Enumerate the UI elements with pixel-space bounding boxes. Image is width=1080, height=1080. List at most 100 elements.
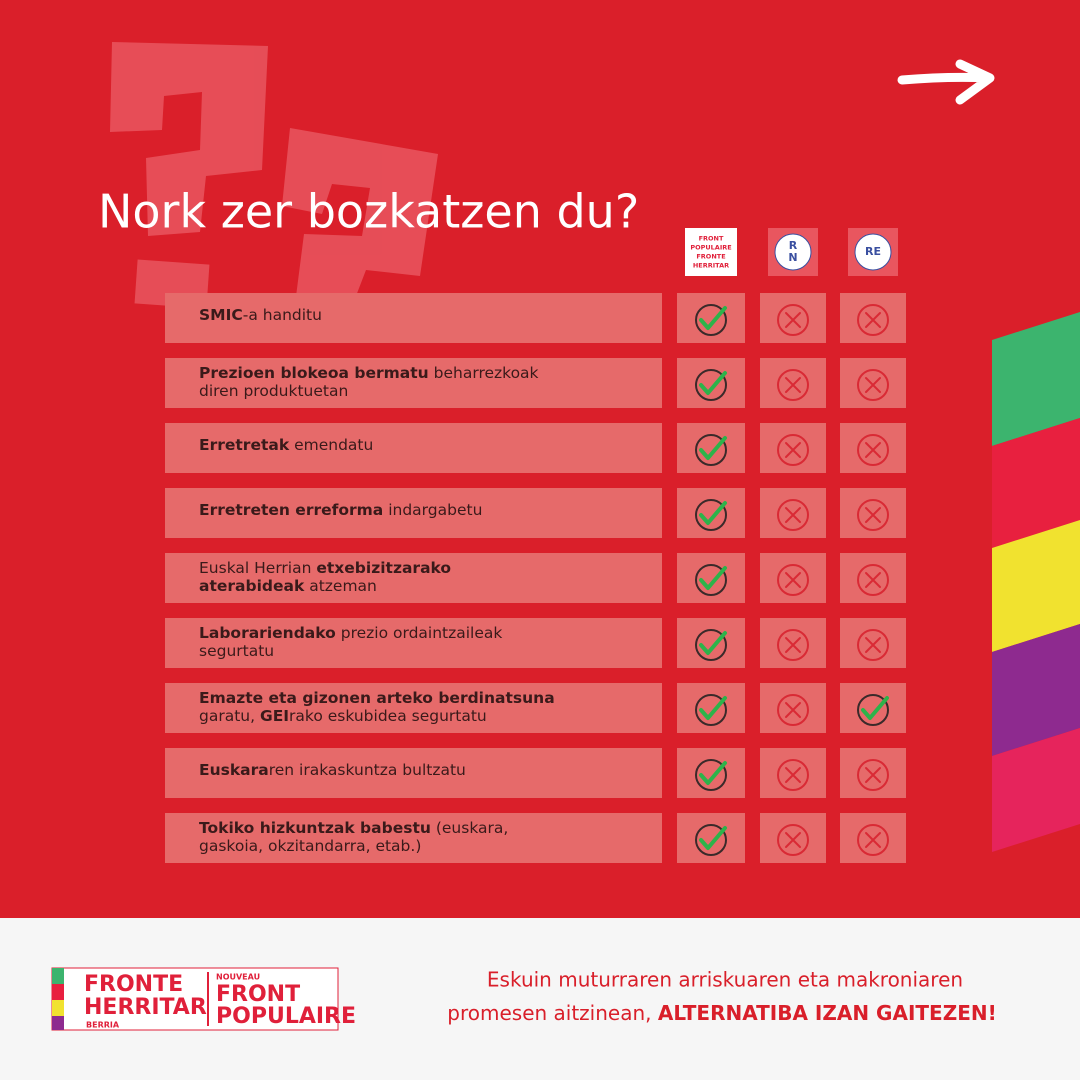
check-mark [699,501,727,525]
next-arrow[interactable] [897,59,995,105]
row-text-segment: Euskara [199,761,269,779]
row-text-segment: Tokiko hizkuntzak babestu [199,819,431,837]
row-text-segment: Erretretak [199,436,290,454]
row-text: Emazte eta gizonen arteko berdinatsuna [199,689,555,707]
cross-mark [785,507,801,523]
check-mark [861,696,889,720]
cross-mark [785,832,801,848]
check-icon [695,434,727,466]
cross-mark [785,702,801,718]
party-name: HERRITAR [693,262,729,270]
party-name: RE [865,245,881,258]
check-icon [695,304,727,336]
row-text-segment: atzeman [304,577,377,595]
cross-ring [777,499,809,531]
row-text-segment: diren produktuetan [199,382,348,400]
row-box [165,553,662,603]
row-box [165,293,662,343]
tagline: promesen aitzinean, [447,1001,658,1025]
cross-mark [865,312,881,328]
row-text-segment: Emazte eta gizonen arteko berdinatsuna [199,689,555,707]
row-text: SMIC-a handitu [199,306,322,324]
row-box [165,618,662,668]
cross-mark [865,637,881,653]
cross-icon [857,434,889,466]
check-mark [699,696,727,720]
row-text-segment: etxebizitzarako [316,559,451,577]
check-mark [699,631,727,655]
cross-icon [777,304,809,336]
row-text: gaskoia, okzitandarra, etab.) [199,837,421,855]
check-ring [695,629,727,661]
party-name: FRONTE [696,253,725,261]
check-mark [699,566,727,590]
cross-mark [785,377,801,393]
cross-ring [857,824,889,856]
row-text: Prezioen blokeoa bermatu beharrezkoak [199,364,539,382]
check-icon [857,694,889,726]
row-box [165,748,662,798]
party-logo [685,228,737,276]
cross-ring [857,629,889,661]
row-text-segment: (euskara, [431,819,508,837]
cross-mark [865,832,881,848]
row-text: Tokiko hizkuntzak babestu (euskara, [199,819,508,837]
row-box [165,488,662,538]
cross-icon [777,369,809,401]
row-text: Erretreten erreforma indargabetu [199,501,482,519]
party-logo-ring [774,233,812,271]
row-text: Erretretak emendatu [199,436,373,454]
cross-icon [857,304,889,336]
logo-text: POPULAIRE [216,1004,356,1029]
row-text-segment: Euskal Herrian [199,559,316,577]
row-text-segment: indargabetu [383,501,482,519]
cross-icon [857,824,889,856]
cross-mark [865,767,881,783]
cross-mark [865,572,881,588]
cross-mark [785,442,801,458]
cross-icon [857,759,889,791]
row-text: diren produktuetan [199,382,348,400]
cross-icon [857,564,889,596]
cross-ring [777,824,809,856]
row-text-segment: prezio ordaintzaileak [336,624,503,642]
check-icon [695,369,727,401]
cross-ring [857,499,889,531]
check-ring [695,499,727,531]
cross-mark [865,442,881,458]
flag-stripes [992,312,1080,852]
check-icon [695,694,727,726]
cross-ring [857,564,889,596]
tagline: promesen aitzinean, ALTERNATIBA IZAN GAI… [447,1001,996,1025]
check-mark [699,761,727,785]
row-text: aterabideak atzeman [199,577,377,595]
party-name: FRONT [699,235,724,243]
row-text: Euskal Herrian etxebizitzarako [199,559,451,577]
cross-icon [857,629,889,661]
check-ring [857,694,889,726]
cross-icon [857,369,889,401]
cross-mark [785,312,801,328]
row-text-segment: -a handitu [243,306,322,324]
cross-ring [777,304,809,336]
row-text-segment: gaskoia, okzitandarra, etab.) [199,837,421,855]
row-box [165,683,662,733]
row-box [165,813,662,863]
row-text: segurtatu [199,642,274,660]
check-ring [695,369,727,401]
check-ring [695,759,727,791]
cross-mark [785,637,801,653]
cross-icon [777,824,809,856]
title: Nork zer bozkatzen du? [98,185,639,239]
cross-ring [777,434,809,466]
tagline: Eskuin muturraren arriskuaren eta makron… [487,968,963,992]
check-mark [699,826,727,850]
cross-ring [857,759,889,791]
row-text-segment: beharrezkoak [429,364,539,382]
row-box [165,358,662,408]
check-icon [695,759,727,791]
check-mark [699,436,727,460]
check-icon [695,629,727,661]
row-text: Euskararen irakaskuntza bultzatu [199,761,466,779]
